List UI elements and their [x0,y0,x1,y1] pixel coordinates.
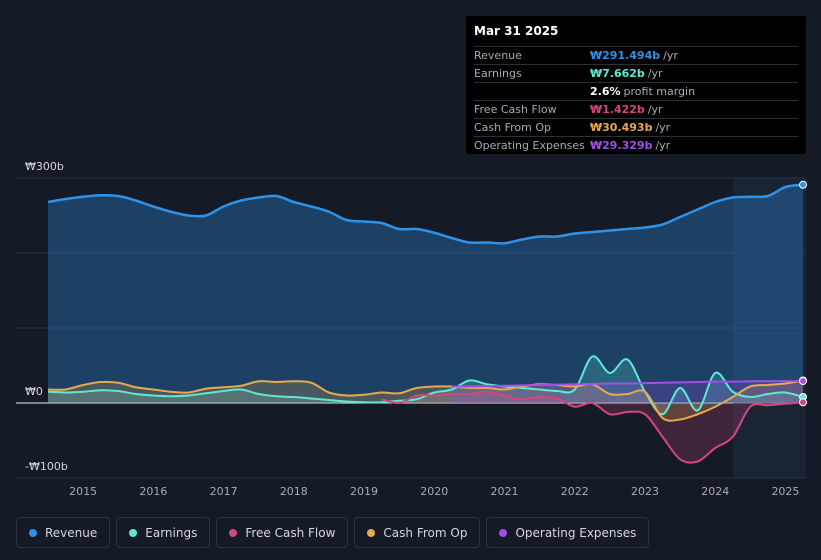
tooltip-row-earnings: Earnings ₩7.662b /yr [474,65,798,83]
legend-dot-icon [29,528,37,537]
x-tick-label: 2025 [771,485,799,498]
tooltip-label: Cash From Op [474,121,552,134]
legend-item-revenue[interactable]: Revenue [16,517,111,548]
tooltip-row-revenue: Revenue ₩291.494b /yr [474,47,798,65]
legend-item-free-cash-flow[interactable]: Free Cash Flow [216,517,349,548]
x-tick-label: 2021 [491,485,519,498]
tooltip-date: Mar 31 2025 [474,22,798,47]
tooltip-unit: /yr [647,67,663,80]
x-tick-label: 2023 [631,485,659,498]
x-tick-label: 2015 [69,485,97,498]
tooltip-value: ₩7.662b [590,67,645,80]
tooltip-value: ₩291.494b [590,49,661,62]
legend-dot-icon [129,528,138,537]
tooltip-unit: /yr [663,49,678,62]
legend-label: Free Cash Flow [245,525,336,540]
tooltip-value: ₩29.329b [590,139,653,152]
tooltip-row-operating-expenses: Operating Expenses ₩29.329b /yr [474,137,798,154]
tooltip-value: 2.6% [590,85,621,98]
tooltip-value: ₩30.493b [590,121,653,134]
series-line-free-cash-flow [381,390,804,464]
x-tick-label: 2022 [561,485,589,498]
tooltip-row-cash-from-op: Cash From Op ₩30.493b /yr [474,119,798,137]
legend-item-operating-expenses[interactable]: Operating Expenses [486,517,650,548]
legend-label: Cash From Op [383,525,468,540]
tooltip-unit: /yr [655,139,671,152]
legend-dot-icon [499,528,508,537]
tooltip-value: ₩1.422b [590,103,645,116]
tooltip-label: Earnings [474,67,522,80]
x-tick-label: 2016 [139,485,167,498]
legend-label: Earnings [145,525,198,540]
legend-dot-icon [367,528,376,537]
y-tick-label: -₩100b [25,460,68,473]
tooltip-label [474,83,590,100]
data-tooltip: Mar 31 2025 Revenue ₩291.494b /yr Earnin… [466,16,806,154]
tooltip-label: Free Cash Flow [474,103,557,116]
highlight-band [732,178,806,478]
series-endpoint-revenue [799,180,807,189]
tooltip-unit: profit margin [623,85,696,98]
series-endpoint-operating-expenses [799,377,807,386]
legend-item-earnings[interactable]: Earnings [116,517,211,548]
tooltip-unit: /yr [647,103,663,116]
y-tick-label: ₩300b [25,160,64,173]
legend-label: Operating Expenses [515,525,637,540]
x-tick-label: 2019 [350,485,378,498]
tooltip-row-profit-margin: 2.6% profit margin [474,83,798,101]
series-endpoint-free-cash-flow [799,398,807,407]
series-area-cash-from-op [48,380,803,421]
legend-dot-icon [229,528,238,537]
tooltip-unit: /yr [655,121,671,134]
chart-legend: Revenue Earnings Free Cash Flow Cash Fro… [16,517,650,548]
x-tick-label: 2024 [701,485,729,498]
legend-item-cash-from-op[interactable]: Cash From Op [354,517,481,548]
x-tick-label: 2017 [210,485,238,498]
tooltip-row-free-cash-flow: Free Cash Flow ₩1.422b /yr [474,101,798,119]
legend-label: Revenue [45,525,98,540]
series-area-revenue [48,184,803,403]
series-line-revenue [47,183,804,245]
tooltip-label: Operating Expenses [474,139,585,152]
series-line-operating-expenses [451,380,804,388]
x-tick-label: 2018 [280,485,308,498]
series-line-cash-from-op [47,379,804,422]
y-tick-label: ₩0 [25,385,43,398]
tooltip-label: Revenue [474,49,522,62]
x-tick-label: 2020 [420,485,448,498]
